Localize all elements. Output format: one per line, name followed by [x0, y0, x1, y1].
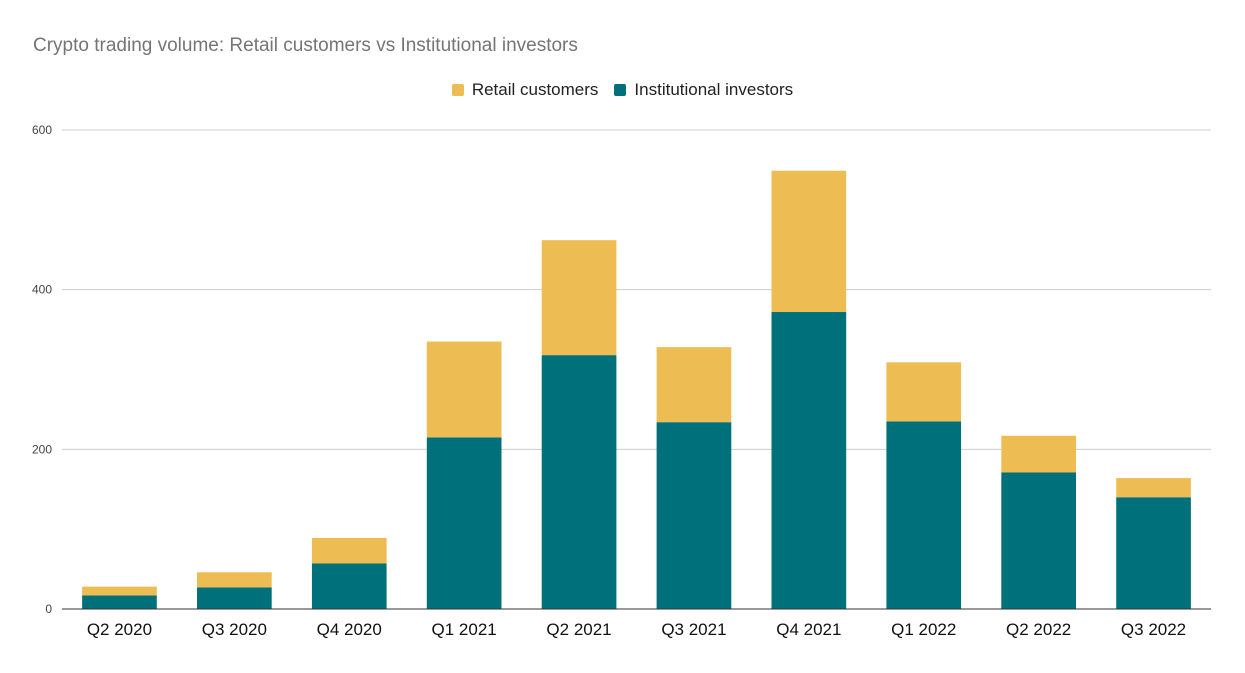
bar-institutional-9 [1116, 497, 1191, 609]
y-tick-label-200: 200 [32, 442, 52, 456]
legend-swatch-retail [451, 84, 464, 96]
legend-item-institutional: Institutional investors [614, 80, 793, 100]
legend-label-retail: Retail customers [471, 80, 599, 99]
chart-title: Crypto trading volume: Retail customers … [33, 35, 578, 56]
bar-institutional-7 [886, 421, 962, 609]
legend: Retail customers Institutional investors [0, 80, 1245, 100]
x-tick-label-9: Q3 2022 [1121, 620, 1186, 639]
bar-institutional-4 [541, 355, 617, 609]
bar-retail-7 [886, 362, 962, 422]
bar-institutional-3 [426, 437, 502, 609]
legend-label-institutional: Institutional investors [634, 80, 794, 99]
x-tick-label-7: Q1 2022 [891, 620, 956, 639]
bar-retail-3 [426, 341, 502, 438]
x-tick-label-3: Q1 2021 [432, 620, 497, 639]
bar-retail-0 [82, 586, 157, 596]
x-tick-label-5: Q3 2021 [661, 620, 726, 639]
x-tick-label-8: Q2 2022 [1006, 620, 1071, 639]
bar-institutional-0 [82, 595, 157, 609]
bar-institutional-5 [656, 422, 732, 609]
legend-swatch-institutional [614, 84, 627, 96]
bar-institutional-6 [771, 312, 847, 609]
x-tick-label-4: Q2 2021 [546, 620, 611, 639]
y-tick-label-400: 400 [32, 283, 52, 297]
bar-institutional-1 [197, 587, 272, 609]
bar-retail-4 [541, 240, 617, 356]
bar-institutional-2 [311, 563, 387, 609]
y-tick-label-0: 0 [45, 602, 52, 616]
x-tick-label-0: Q2 2020 [87, 620, 152, 639]
bar-retail-6 [771, 170, 847, 313]
x-tick-label-6: Q4 2021 [776, 620, 841, 639]
x-tick-label-1: Q3 2020 [202, 620, 267, 639]
bar-retail-1 [197, 572, 272, 588]
legend-item-retail: Retail customers [451, 80, 599, 100]
bar-retail-9 [1116, 478, 1191, 498]
bar-retail-5 [656, 347, 732, 423]
x-tick-label-2: Q4 2020 [317, 620, 382, 639]
bar-retail-8 [1001, 435, 1076, 473]
bar-institutional-8 [1001, 472, 1076, 609]
y-tick-label-600: 600 [32, 123, 52, 137]
bar-retail-2 [311, 537, 387, 564]
